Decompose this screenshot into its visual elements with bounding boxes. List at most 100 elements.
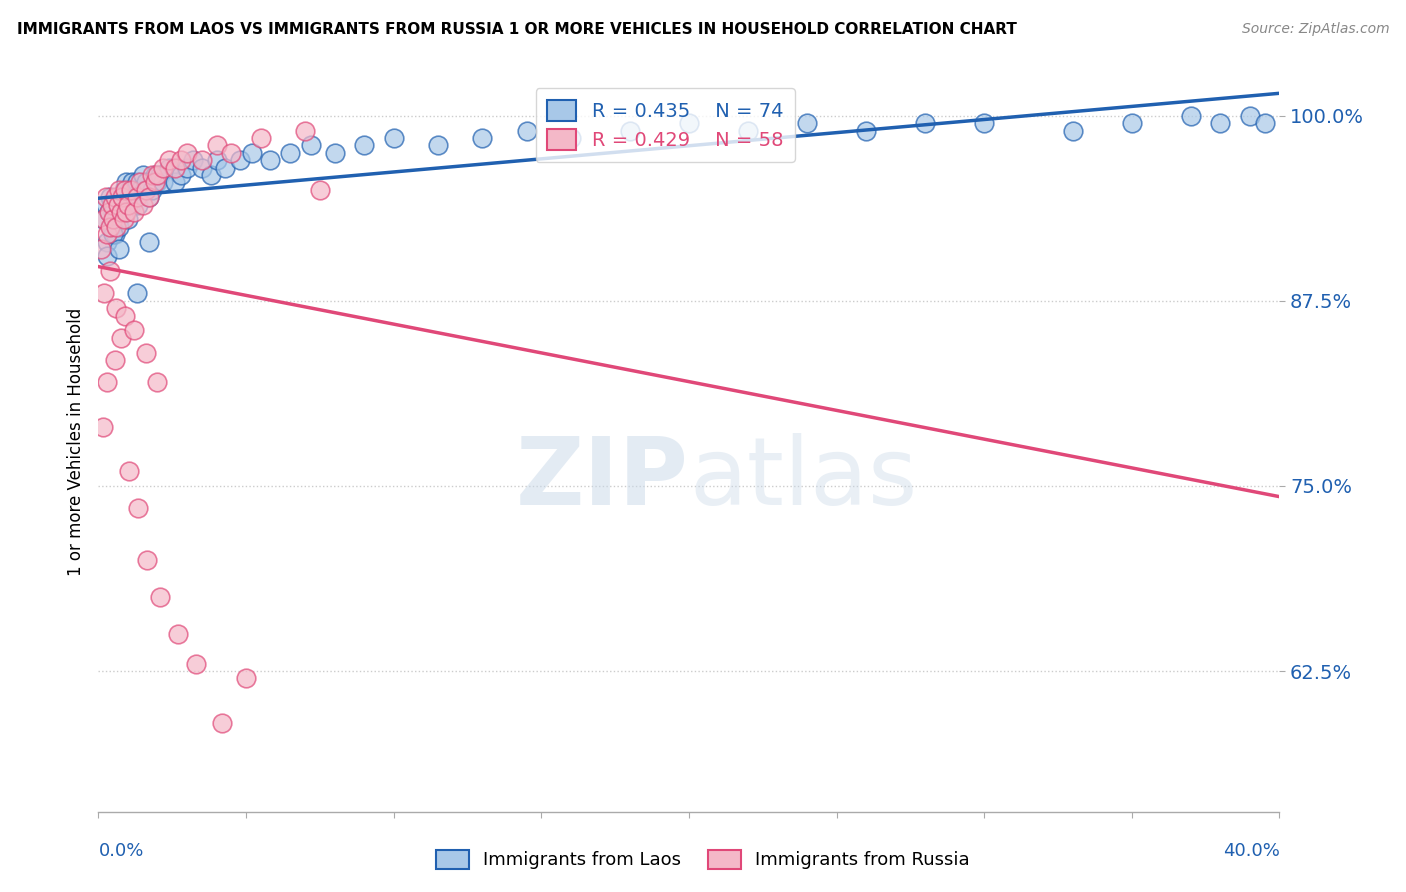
Point — [152, 161, 174, 175]
Point — [105, 301, 128, 316]
Point — [100, 197, 122, 211]
Point — [146, 376, 169, 390]
Legend: Immigrants from Laos, Immigrants from Russia: Immigrants from Laos, Immigrants from Ru… — [427, 841, 979, 879]
Point — [191, 161, 214, 175]
Point — [170, 168, 193, 182]
Point — [118, 464, 141, 478]
Point — [229, 153, 252, 168]
Point — [97, 205, 120, 219]
Point — [167, 627, 190, 641]
Point — [107, 197, 129, 211]
Point — [135, 175, 157, 190]
Point — [98, 219, 121, 234]
Point — [181, 153, 204, 168]
Point — [122, 324, 145, 338]
Point — [104, 190, 127, 204]
Point — [280, 145, 302, 160]
Point — [128, 183, 150, 197]
Point — [114, 183, 136, 197]
Point — [165, 175, 187, 190]
Point — [170, 153, 193, 168]
Point — [115, 205, 138, 219]
Point — [191, 153, 214, 168]
Point — [94, 197, 117, 211]
Point — [122, 190, 145, 204]
Point — [855, 123, 877, 137]
Point — [125, 286, 148, 301]
Point — [516, 123, 538, 137]
Point — [125, 175, 148, 190]
Point — [120, 183, 142, 197]
Point — [110, 205, 132, 219]
Point — [200, 168, 222, 182]
Point — [141, 183, 163, 197]
Point — [90, 242, 112, 256]
Point — [382, 131, 405, 145]
Text: atlas: atlas — [689, 433, 917, 524]
Point — [1239, 109, 1261, 123]
Point — [678, 116, 700, 130]
Point — [184, 657, 207, 671]
Point — [240, 145, 263, 160]
Point — [111, 190, 134, 204]
Point — [157, 153, 180, 168]
Point — [138, 190, 160, 204]
Point — [121, 175, 143, 190]
Point — [100, 219, 122, 234]
Point — [176, 161, 198, 175]
Point — [117, 212, 139, 227]
Point — [110, 331, 132, 345]
Legend: R = 0.435    N = 74, R = 0.429    N = 58: R = 0.435 N = 74, R = 0.429 N = 58 — [536, 88, 796, 162]
Point — [104, 227, 127, 242]
Point — [353, 138, 375, 153]
Point — [104, 353, 127, 368]
Point — [98, 264, 121, 278]
Point — [108, 183, 131, 197]
Point — [114, 309, 136, 323]
Point — [103, 205, 125, 219]
Point — [96, 235, 118, 249]
Text: 0.0%: 0.0% — [98, 842, 143, 860]
Point — [1121, 116, 1143, 130]
Point — [143, 168, 166, 182]
Text: IMMIGRANTS FROM LAOS VS IMMIGRANTS FROM RUSSIA 1 OR MORE VEHICLES IN HOUSEHOLD C: IMMIGRANTS FROM LAOS VS IMMIGRANTS FROM … — [17, 22, 1017, 37]
Point — [1209, 116, 1232, 130]
Point — [149, 590, 172, 604]
Point — [427, 138, 450, 153]
Point — [1180, 109, 1202, 123]
Point — [132, 197, 155, 211]
Point — [309, 183, 332, 197]
Point — [323, 145, 346, 160]
Point — [737, 123, 759, 137]
Point — [93, 212, 115, 227]
Point — [146, 175, 169, 190]
Point — [107, 197, 129, 211]
Point — [105, 219, 128, 234]
Point — [118, 183, 141, 197]
Point — [157, 161, 180, 175]
Point — [108, 242, 131, 256]
Point — [120, 197, 142, 211]
Point — [103, 212, 125, 227]
Point — [96, 227, 118, 242]
Point — [211, 715, 233, 730]
Point — [299, 138, 322, 153]
Point — [125, 190, 148, 204]
Point — [143, 175, 166, 190]
Point — [117, 197, 139, 211]
Point — [136, 553, 159, 567]
Point — [152, 175, 174, 190]
Point — [1254, 116, 1277, 130]
Point — [914, 116, 936, 130]
Point — [93, 286, 115, 301]
Point — [91, 212, 114, 227]
Point — [135, 183, 157, 197]
Point — [97, 205, 120, 219]
Point — [134, 183, 156, 197]
Point — [205, 138, 228, 153]
Point — [1062, 123, 1084, 137]
Point — [96, 376, 118, 390]
Point — [127, 197, 149, 211]
Point — [124, 183, 146, 197]
Point — [132, 168, 155, 182]
